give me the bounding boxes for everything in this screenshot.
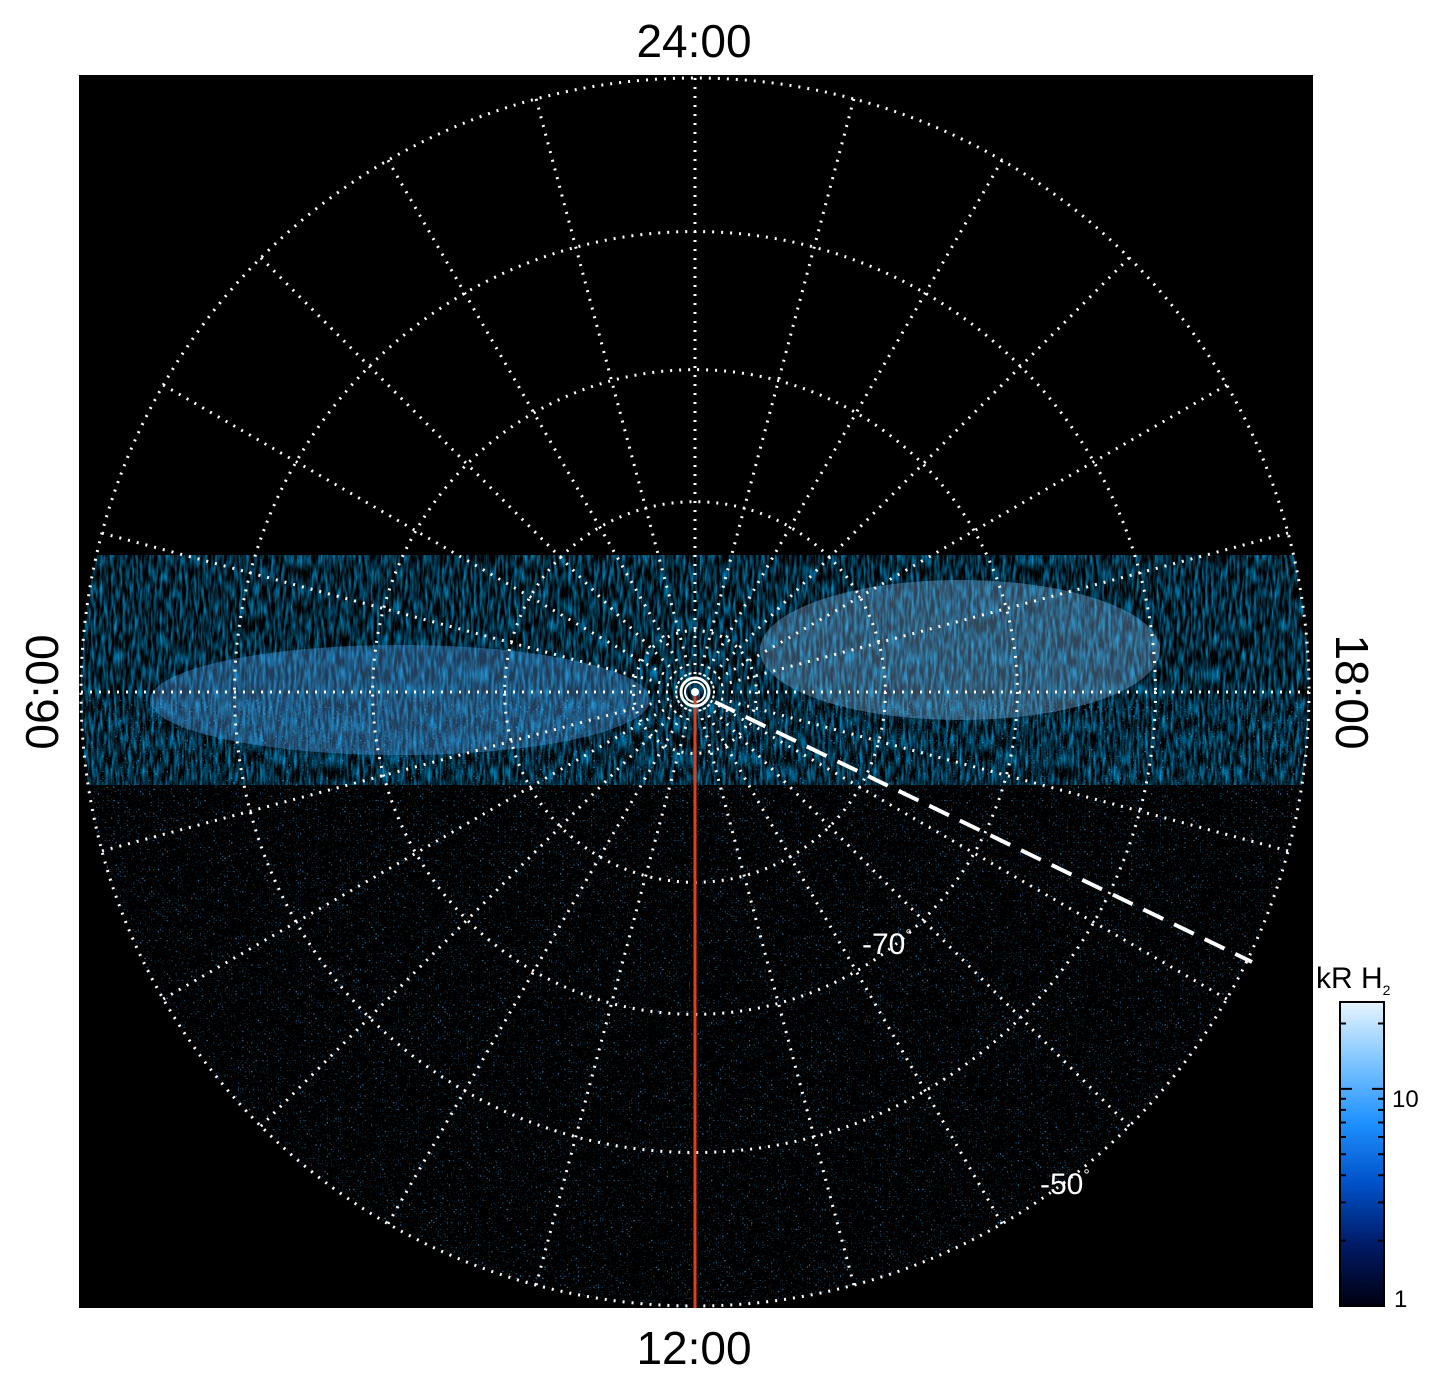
meridian-line xyxy=(693,691,856,1286)
colorbar-fill xyxy=(1339,1001,1385,1307)
meridian-line xyxy=(693,98,856,693)
colorbar-tick-10: 10 xyxy=(1392,1086,1419,1113)
meridian-line xyxy=(386,691,697,1225)
meridian-line xyxy=(693,691,1004,1225)
latitude-circle xyxy=(632,629,758,755)
latitude-label-70: -70° xyxy=(862,927,912,961)
colorbar xyxy=(1339,1001,1385,1307)
meridian-line xyxy=(162,690,696,1001)
colorbar-tick-1: 1 xyxy=(1394,1286,1408,1313)
meridian-line xyxy=(534,98,697,693)
meridian-line xyxy=(386,159,697,693)
meridian-line xyxy=(259,690,697,1128)
label-dawn: 06:00 xyxy=(16,634,68,750)
meridian-line xyxy=(162,383,696,694)
meridian-line xyxy=(693,690,1131,1128)
pole-dot xyxy=(691,688,699,696)
latitude-label-50: -50° xyxy=(1040,1167,1090,1201)
band-glow-left xyxy=(150,645,650,755)
label-midnight: 24:00 xyxy=(636,15,752,67)
dashed-reference-line xyxy=(714,700,1253,964)
meridian-line xyxy=(101,531,696,694)
colorbar-unit-label: kR H2 xyxy=(1316,962,1391,998)
meridian-line xyxy=(694,531,1289,694)
meridian-line xyxy=(101,690,696,853)
label-dusk: 18:00 xyxy=(1326,634,1378,750)
latitude-circle xyxy=(371,368,1019,1016)
meridian-line xyxy=(259,256,697,694)
meridian-line xyxy=(534,691,697,1286)
meridian-line xyxy=(693,159,1004,693)
meridian-line xyxy=(694,383,1228,694)
meridian-line xyxy=(694,690,1289,853)
pole-marker xyxy=(679,676,711,708)
label-noon: 12:00 xyxy=(636,1322,752,1374)
colorbar-minor-ticks xyxy=(1340,1022,1384,1307)
band-glow-right xyxy=(760,580,1160,720)
meridian-line xyxy=(694,690,1228,1001)
meridian-line xyxy=(693,256,1131,694)
